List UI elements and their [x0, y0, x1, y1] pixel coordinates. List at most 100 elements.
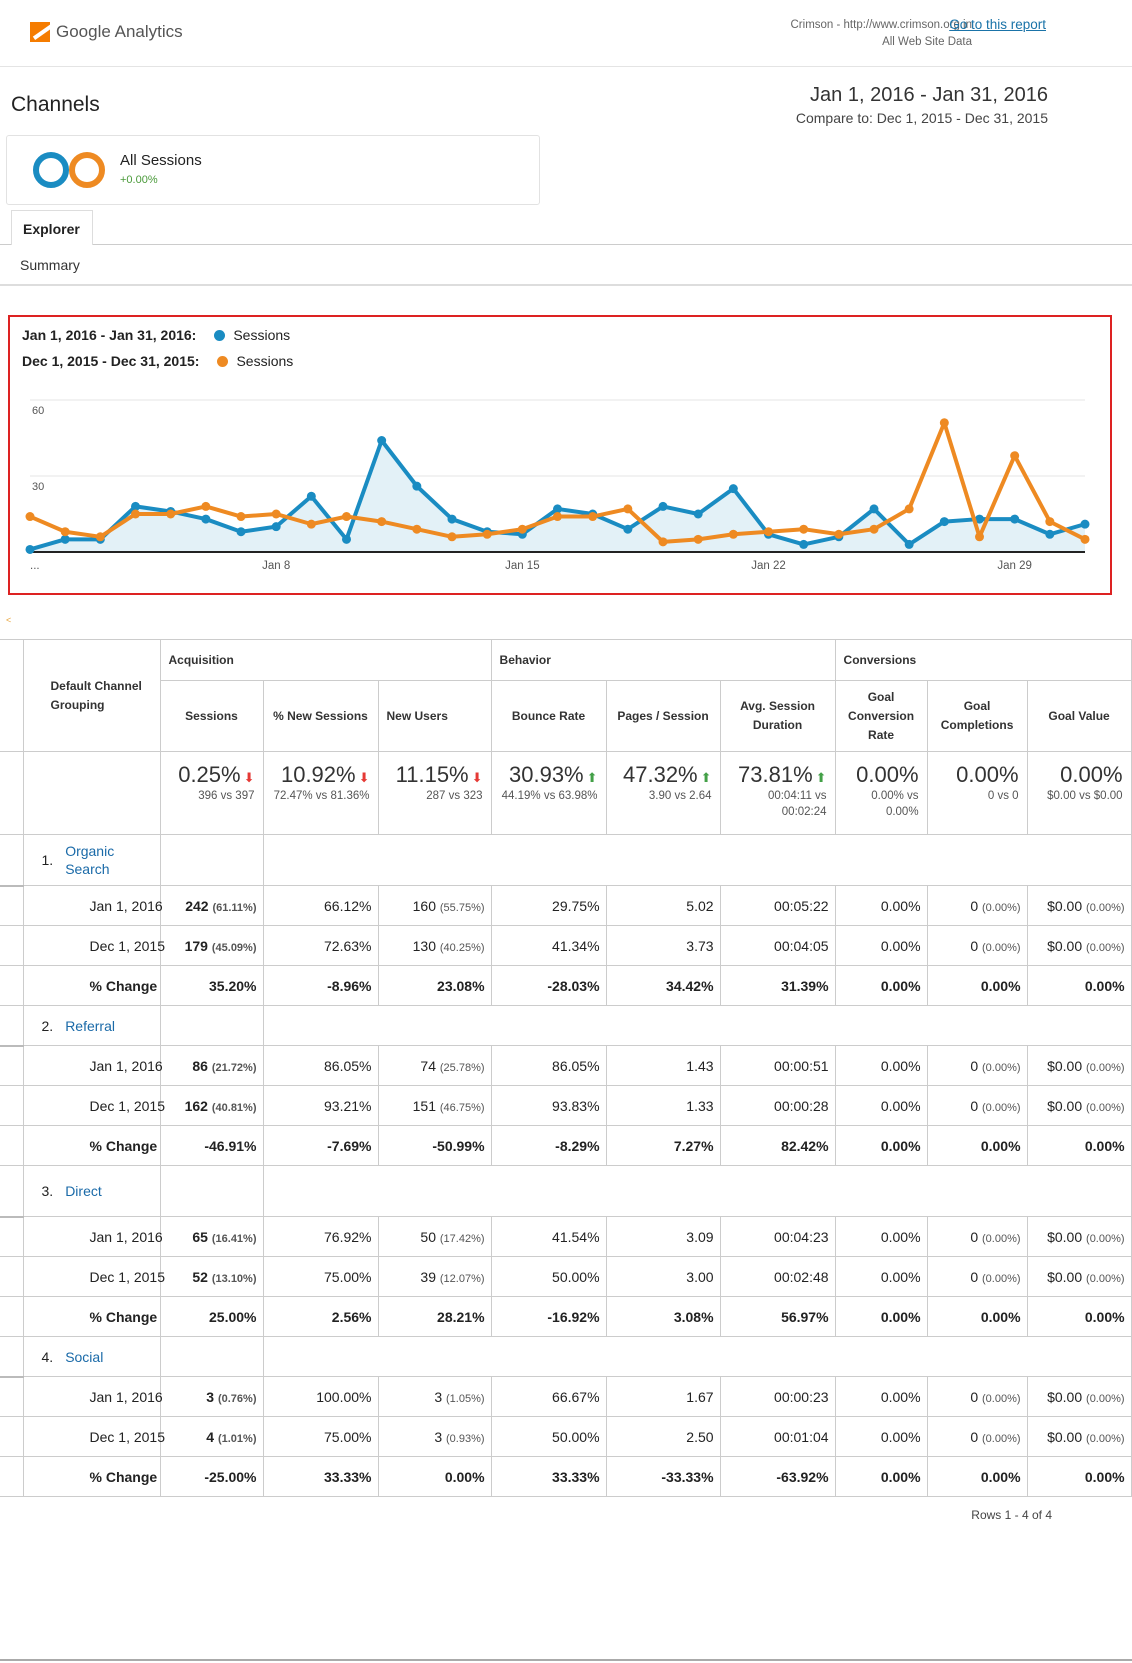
- data-point: [1045, 529, 1055, 539]
- segment-card[interactable]: All Sessions +0.00%: [6, 135, 540, 205]
- metric-cell: 0.00%: [834, 1216, 928, 1257]
- column-header[interactable]: Avg. Session Duration: [719, 680, 836, 752]
- app-name: Google Analytics: [56, 22, 183, 41]
- summary-cell: 0.25% ⬇ 396 vs 397: [159, 751, 264, 835]
- channel-link[interactable]: Organic Search: [65, 843, 115, 877]
- gutter-cell: [0, 885, 24, 926]
- metric-share: (40.81%): [211, 1101, 257, 1114]
- summary-compare: 44.19% vs 63.98%: [501, 790, 598, 802]
- metric-share: (61.11%): [212, 901, 257, 914]
- metric-value: $0.00: [1047, 1228, 1083, 1245]
- metric-share: (0.00%): [982, 1432, 1021, 1445]
- column-header[interactable]: Goal Completions: [926, 680, 1028, 752]
- summary-compare: $0.00 vs $0.00: [1047, 790, 1123, 802]
- metric-cell: 0.00%: [834, 1416, 928, 1457]
- metric-value: -63.92%: [776, 1468, 829, 1485]
- metric-value: 93.21%: [324, 1097, 372, 1114]
- channel-link[interactable]: Referral: [65, 1017, 115, 1034]
- metric-value: 4: [206, 1428, 215, 1445]
- column-header[interactable]: Bounce Rate: [490, 680, 607, 752]
- subtab-summary[interactable]: Summary: [20, 257, 80, 273]
- tab-explorer[interactable]: Explorer: [11, 210, 93, 245]
- metric-value: 00:02:48: [774, 1268, 829, 1285]
- arrow-up-icon: ⬆: [700, 770, 712, 785]
- metric-value: 50.00%: [552, 1428, 600, 1445]
- metric-cell: 3 (0.93%): [377, 1416, 492, 1457]
- column-header[interactable]: % New Sessions: [262, 680, 379, 752]
- metric-value: 65: [192, 1228, 208, 1245]
- data-point: [25, 512, 35, 522]
- metric-share: (0.76%): [217, 1392, 257, 1405]
- metric-value: -33.33%: [661, 1468, 714, 1485]
- metric-cell: 0.00%: [926, 965, 1028, 1006]
- metric-value: 25.00%: [209, 1308, 257, 1325]
- date-range[interactable]: Jan 1, 2016 - Jan 31, 2016: [810, 84, 1048, 106]
- go-to-report-link[interactable]: Go to this report: [949, 17, 1046, 32]
- metric-value: 50.00%: [552, 1268, 600, 1285]
- metric-value: 75.00%: [324, 1268, 372, 1285]
- summary-cell: 0.00% $0.00 vs $0.00: [1026, 751, 1132, 835]
- column-header[interactable]: New Users: [377, 680, 492, 752]
- metric-cell: 35.20%: [159, 965, 264, 1006]
- legend-dot-icon: [214, 329, 226, 341]
- metric-cell: 3 (0.76%): [159, 1376, 264, 1417]
- metric-cell: 0.00%: [1026, 1125, 1132, 1166]
- metric-value: -28.03%: [547, 977, 600, 994]
- metric-cell: 151 (46.75%): [377, 1085, 492, 1126]
- channel-link[interactable]: Direct: [65, 1183, 102, 1199]
- metric-cell: 0.00%: [834, 1256, 928, 1297]
- column-header[interactable]: Sessions: [159, 680, 264, 752]
- segment-name: All Sessions: [120, 152, 202, 169]
- metric-value: 33.33%: [324, 1468, 372, 1485]
- data-point: [799, 524, 809, 534]
- metric-value: 0.00%: [1084, 1137, 1125, 1154]
- metric-value: 0.00%: [980, 1137, 1021, 1154]
- change-row: % Change -25.00% 33.33% 0.00% 33.33% -33.33% -…: [0, 1456, 1132, 1497]
- metric-value: $0.00: [1047, 897, 1083, 914]
- summary-compare: 396 vs 397: [198, 790, 255, 802]
- metric-cell: 3.73: [605, 925, 721, 966]
- dimension-header: Default Channel Grouping: [22, 639, 161, 752]
- metric-value: 0.00%: [1084, 1308, 1125, 1325]
- row-label: % Change: [22, 1125, 161, 1166]
- metric-value: 41.54%: [552, 1228, 600, 1245]
- data-point: [693, 534, 703, 544]
- page-title: Channels: [11, 93, 100, 116]
- column-header[interactable]: Goal Value: [1026, 680, 1132, 752]
- gutter-cell: [0, 1085, 24, 1126]
- metric-cell: 50.00%: [490, 1256, 607, 1297]
- column-header[interactable]: Pages / Session: [605, 680, 721, 752]
- metric-cell: 5.02: [605, 885, 721, 926]
- channel-link[interactable]: Social: [65, 1348, 104, 1365]
- metric-cell: 3.08%: [605, 1296, 721, 1337]
- metric-share: (0.00%): [1086, 901, 1125, 914]
- legend-series: Sessions: [233, 327, 291, 343]
- metric-value: 39: [420, 1268, 436, 1285]
- metric-cell: 31.39%: [719, 965, 836, 1006]
- metric-value: 2.56%: [331, 1308, 372, 1325]
- metric-cell: -33.33%: [605, 1456, 721, 1497]
- metric-share: (0.00%): [982, 1392, 1021, 1405]
- column-header[interactable]: Goal Conversion Rate: [834, 680, 928, 752]
- summary-divider: [0, 284, 1132, 286]
- gutter-cell: [0, 1296, 24, 1337]
- legend-range: Jan 1, 2016 - Jan 31, 2016:: [22, 327, 197, 343]
- metric-share: (16.41%): [211, 1232, 257, 1245]
- segment-compare-ring-icon: [69, 152, 105, 188]
- channel-sessions-spacer: [159, 1336, 264, 1377]
- data-point: [799, 539, 809, 549]
- metric-value: 179: [184, 937, 208, 954]
- metric-cell: 00:00:51: [719, 1045, 836, 1086]
- metric-value: 0.00%: [1084, 977, 1125, 994]
- metric-cell: 75.00%: [262, 1416, 379, 1457]
- metric-value: -8.96%: [327, 977, 372, 994]
- metric-value: 0: [970, 1228, 979, 1245]
- metric-share: (0.00%): [982, 901, 1021, 914]
- gutter-cell: [0, 1376, 24, 1417]
- data-point: [623, 524, 633, 534]
- metric-share: (1.01%): [217, 1432, 257, 1445]
- x-tick-label: Jan 8: [262, 560, 290, 572]
- arrow-down-icon: ⬇: [243, 770, 255, 785]
- data-point: [517, 524, 527, 534]
- row-label: % Change: [22, 1456, 161, 1497]
